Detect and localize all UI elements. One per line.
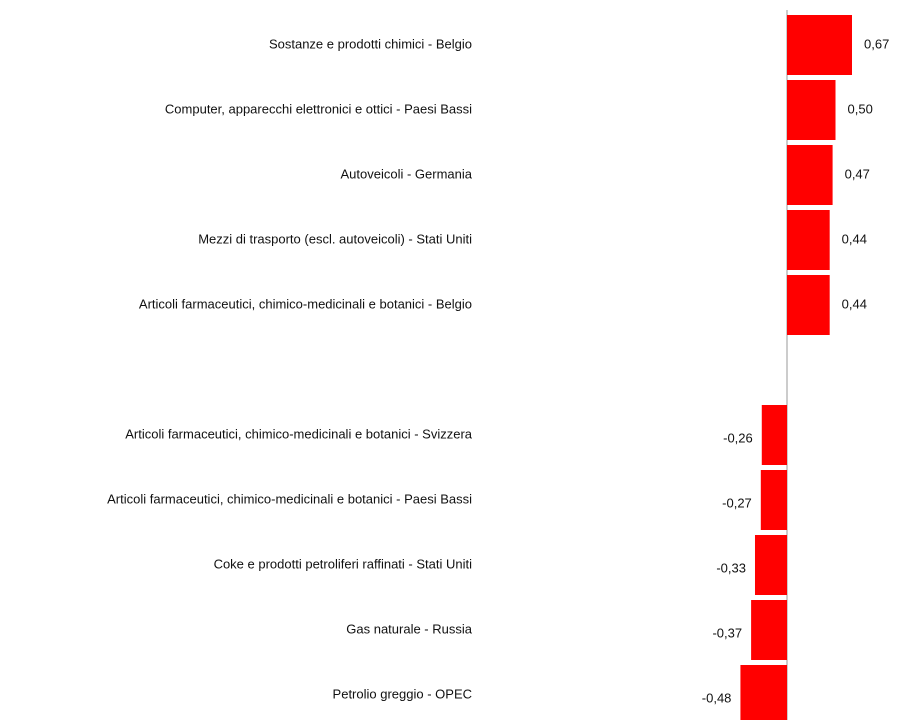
value-label: -0,33 (716, 560, 746, 575)
category-label: Mezzi di trasporto (escl. autoveicoli) -… (198, 231, 472, 246)
value-label: -0,48 (702, 690, 732, 705)
category-label: Computer, apparecchi elettronici e ottic… (165, 101, 472, 116)
value-label: 0,47 (845, 166, 870, 181)
category-label: Sostanze e prodotti chimici - Belgio (269, 36, 472, 51)
bar (787, 210, 830, 270)
value-label: -0,37 (712, 625, 742, 640)
category-label: Articoli farmaceutici, chimico-medicinal… (125, 426, 473, 441)
bar (787, 145, 833, 205)
value-label: 0,67 (864, 36, 889, 51)
value-label: 0,44 (842, 231, 867, 246)
bar (787, 275, 830, 335)
category-label: Articoli farmaceutici, chimico-medicinal… (139, 296, 472, 311)
bar (787, 80, 836, 140)
value-label: 0,50 (848, 101, 873, 116)
bar (761, 405, 787, 465)
category-label: Coke e prodotti petroliferi raffinati - … (214, 556, 473, 571)
bar (754, 535, 787, 595)
value-label: -0,27 (722, 495, 752, 510)
bar (787, 15, 852, 75)
category-label: Articoli farmaceutici, chimico-medicinal… (107, 491, 472, 506)
bar (760, 470, 787, 530)
value-label: 0,44 (842, 296, 867, 311)
category-label: Gas naturale - Russia (346, 621, 472, 636)
value-label: -0,26 (723, 430, 753, 445)
bar (751, 600, 787, 660)
category-label: Petrolio greggio - OPEC (333, 686, 472, 701)
bar (740, 665, 787, 720)
category-label: Autoveicoli - Germania (341, 166, 473, 181)
